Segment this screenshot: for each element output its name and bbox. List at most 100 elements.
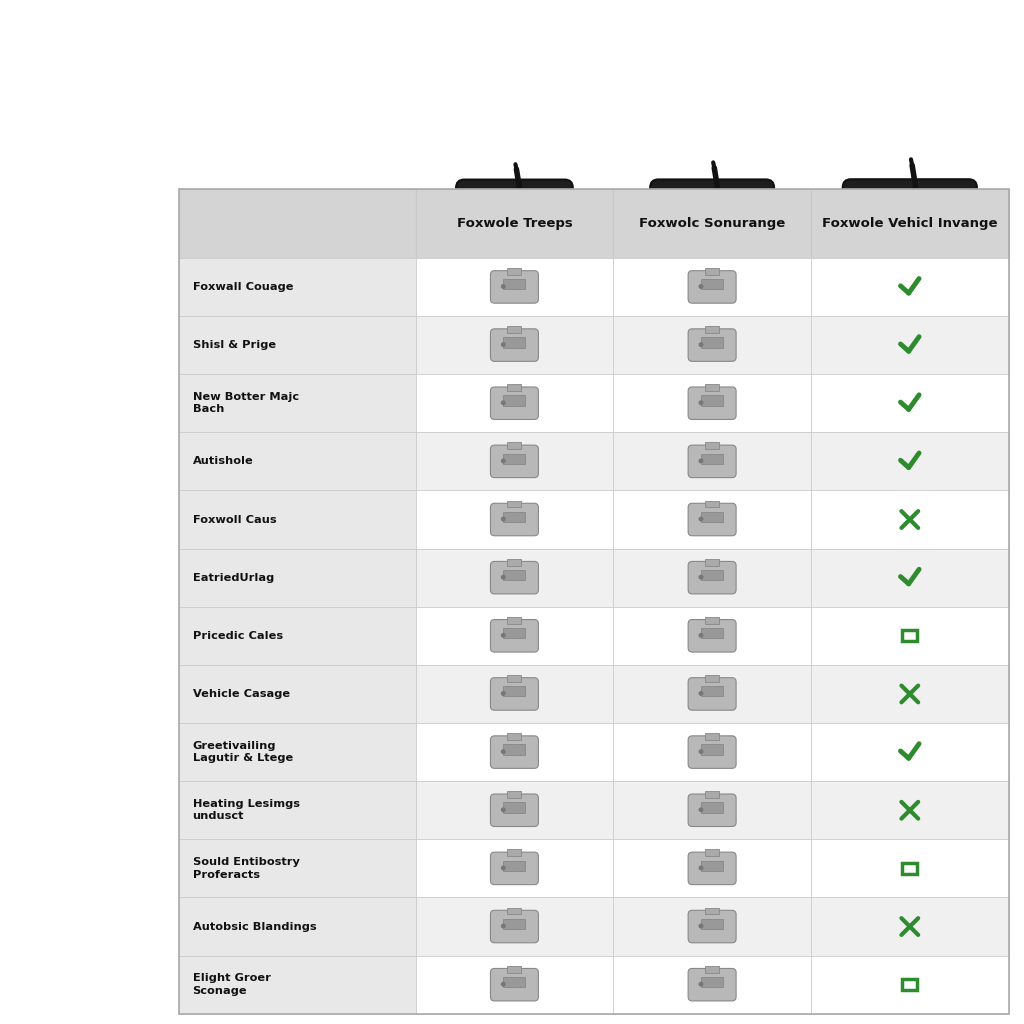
- Bar: [811, 955, 1009, 1014]
- Bar: [811, 549, 1009, 607]
- Bar: [416, 723, 613, 781]
- FancyBboxPatch shape: [678, 203, 692, 217]
- Circle shape: [699, 691, 702, 695]
- Bar: [613, 897, 811, 955]
- Bar: [504, 280, 525, 290]
- Text: Sould Entibostry
Proferacts: Sould Entibostry Proferacts: [193, 857, 299, 880]
- FancyBboxPatch shape: [688, 270, 736, 303]
- Circle shape: [699, 808, 702, 812]
- Bar: [504, 977, 525, 987]
- Text: Pricedic Cales: Pricedic Cales: [193, 631, 283, 641]
- Bar: [416, 189, 613, 258]
- Bar: [811, 374, 1009, 432]
- FancyBboxPatch shape: [872, 205, 888, 220]
- Bar: [701, 395, 723, 406]
- FancyBboxPatch shape: [650, 179, 774, 261]
- Circle shape: [502, 459, 505, 463]
- FancyBboxPatch shape: [732, 226, 746, 240]
- FancyBboxPatch shape: [664, 191, 761, 249]
- Text: EatriedUrlag: EatriedUrlag: [193, 572, 273, 583]
- Circle shape: [699, 285, 702, 288]
- Bar: [508, 268, 521, 274]
- Bar: [706, 907, 719, 914]
- Bar: [613, 490, 811, 549]
- Bar: [416, 665, 613, 723]
- Bar: [613, 258, 811, 316]
- Bar: [179, 723, 416, 781]
- FancyBboxPatch shape: [490, 620, 539, 652]
- Bar: [179, 374, 416, 432]
- Bar: [811, 490, 1009, 549]
- Bar: [179, 490, 416, 549]
- Bar: [416, 316, 613, 374]
- Bar: [706, 792, 719, 798]
- FancyBboxPatch shape: [500, 223, 513, 237]
- Bar: [811, 723, 1009, 781]
- Circle shape: [502, 808, 505, 812]
- Bar: [504, 803, 525, 813]
- Circle shape: [502, 517, 505, 521]
- FancyBboxPatch shape: [732, 203, 746, 217]
- Bar: [902, 631, 918, 641]
- FancyBboxPatch shape: [732, 215, 746, 228]
- Bar: [179, 897, 416, 955]
- Circle shape: [502, 925, 505, 928]
- FancyBboxPatch shape: [893, 205, 907, 220]
- FancyBboxPatch shape: [688, 503, 736, 536]
- Bar: [701, 280, 723, 290]
- FancyBboxPatch shape: [696, 203, 710, 217]
- Bar: [416, 840, 613, 897]
- Circle shape: [699, 575, 702, 579]
- FancyBboxPatch shape: [688, 445, 736, 477]
- Text: Foxwole Treeps: Foxwole Treeps: [457, 217, 572, 230]
- FancyBboxPatch shape: [688, 329, 736, 361]
- Bar: [706, 268, 719, 274]
- Bar: [706, 675, 719, 682]
- Text: New Botter Majc
Bach: New Botter Majc Bach: [193, 392, 299, 415]
- Ellipse shape: [667, 247, 758, 265]
- FancyBboxPatch shape: [688, 736, 736, 768]
- FancyBboxPatch shape: [932, 205, 947, 220]
- FancyBboxPatch shape: [469, 190, 560, 245]
- Bar: [179, 549, 416, 607]
- Bar: [416, 549, 613, 607]
- Bar: [504, 860, 525, 870]
- FancyBboxPatch shape: [688, 910, 736, 943]
- Bar: [613, 955, 811, 1014]
- Bar: [508, 442, 521, 450]
- Text: Foxwoll Caus: Foxwoll Caus: [193, 514, 276, 524]
- FancyBboxPatch shape: [500, 213, 513, 226]
- Bar: [508, 907, 521, 914]
- Circle shape: [699, 401, 702, 404]
- Bar: [504, 570, 525, 580]
- FancyBboxPatch shape: [688, 561, 736, 594]
- FancyBboxPatch shape: [490, 969, 539, 1000]
- Text: Foxwole Vehicl Invange: Foxwole Vehicl Invange: [822, 217, 997, 230]
- FancyBboxPatch shape: [893, 218, 907, 232]
- FancyBboxPatch shape: [857, 191, 963, 256]
- FancyBboxPatch shape: [912, 205, 927, 220]
- FancyBboxPatch shape: [843, 179, 977, 268]
- Bar: [706, 850, 719, 856]
- Circle shape: [502, 285, 505, 288]
- Bar: [508, 384, 521, 391]
- Bar: [811, 432, 1009, 490]
- Bar: [701, 454, 723, 464]
- Bar: [706, 616, 719, 624]
- FancyBboxPatch shape: [688, 794, 736, 826]
- FancyBboxPatch shape: [688, 678, 736, 711]
- FancyBboxPatch shape: [534, 202, 547, 215]
- Circle shape: [699, 866, 702, 869]
- Bar: [902, 979, 918, 990]
- FancyBboxPatch shape: [490, 503, 539, 536]
- FancyBboxPatch shape: [490, 561, 539, 594]
- Circle shape: [699, 343, 702, 346]
- Bar: [508, 966, 521, 973]
- Text: Vehicle Casage: Vehicle Casage: [193, 689, 290, 699]
- FancyBboxPatch shape: [460, 223, 468, 238]
- FancyBboxPatch shape: [696, 215, 710, 228]
- FancyBboxPatch shape: [893, 230, 907, 246]
- FancyBboxPatch shape: [688, 852, 736, 885]
- FancyBboxPatch shape: [872, 230, 888, 246]
- Bar: [508, 675, 521, 682]
